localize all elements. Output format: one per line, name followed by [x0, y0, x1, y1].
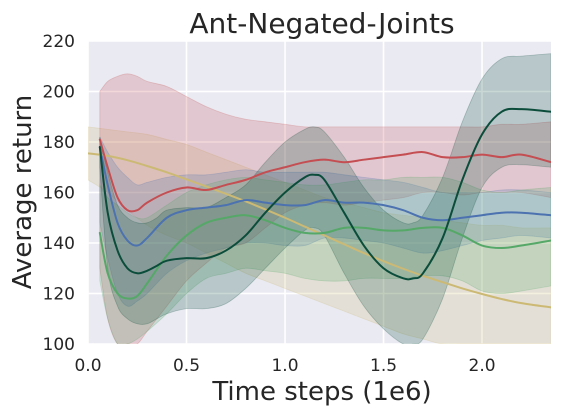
- series-line-4: [98, 107, 551, 281]
- series-band-0: [88, 126, 551, 344]
- y-tick-labels: 100 120 140 160 180 200 220: [43, 32, 75, 355]
- y-tick-label: 120: [43, 285, 75, 305]
- y-tick-label: 180: [43, 133, 75, 153]
- x-axis-label: Time steps (1e6): [211, 377, 431, 407]
- series-band-2: [99, 136, 551, 307]
- series-line-3: [98, 214, 551, 300]
- series-band-1: [99, 73, 551, 344]
- x-tick-label: 1.5: [370, 356, 397, 376]
- y-tick-label: 100: [43, 335, 75, 355]
- y-tick-label: 160: [43, 184, 75, 204]
- series-line-0: [88, 152, 551, 309]
- x-tick-labels: 0.0 0.5 1.0 1.5 2.0: [74, 356, 495, 376]
- series-band-3: [99, 176, 551, 344]
- y-tick-label: 220: [43, 32, 75, 52]
- x-tick-label: 0.0: [74, 356, 101, 376]
- x-tick-label: 2.0: [469, 356, 496, 376]
- y-tick-label: 200: [43, 83, 75, 103]
- x-tick-label: 0.5: [173, 356, 200, 376]
- series-band-4: [99, 53, 551, 344]
- x-tick-label: 1.0: [271, 356, 298, 376]
- series-line-1: [98, 138, 551, 213]
- y-tick-label: 140: [43, 234, 75, 254]
- confidence-bands: [88, 53, 551, 344]
- series-line-2: [98, 146, 551, 247]
- y-axis-label: Average return: [8, 95, 38, 290]
- series-lines: [88, 107, 551, 309]
- chart-title: Ant-Negated-Joints: [189, 7, 454, 40]
